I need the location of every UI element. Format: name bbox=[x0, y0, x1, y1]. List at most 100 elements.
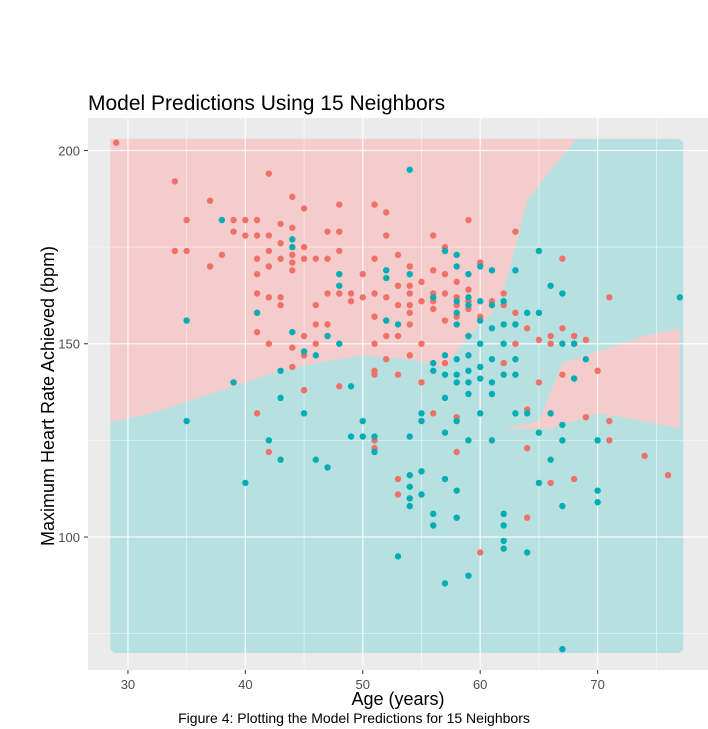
teal-point bbox=[512, 267, 519, 274]
teal-point bbox=[277, 367, 284, 375]
chart-title: Model Predictions Using 15 Neighbors bbox=[88, 92, 445, 115]
red-point bbox=[265, 448, 273, 456]
teal-point bbox=[453, 309, 460, 317]
red-point bbox=[265, 232, 273, 239]
teal-point bbox=[430, 522, 437, 529]
teal-point bbox=[488, 325, 496, 332]
red-point bbox=[324, 321, 331, 328]
teal-point bbox=[453, 251, 460, 259]
teal-point bbox=[500, 522, 507, 529]
red-point bbox=[206, 197, 214, 204]
red-point bbox=[523, 514, 531, 521]
teal-point bbox=[359, 433, 366, 440]
teal-point bbox=[418, 468, 425, 475]
teal-point bbox=[347, 433, 355, 440]
red-point bbox=[547, 479, 554, 487]
red-point bbox=[300, 255, 308, 262]
teal-point bbox=[500, 545, 507, 552]
teal-point bbox=[465, 572, 472, 579]
red-point bbox=[500, 290, 507, 297]
teal-point bbox=[453, 356, 460, 363]
red-point bbox=[594, 367, 601, 375]
teal-point bbox=[465, 270, 472, 278]
teal-point bbox=[570, 340, 578, 347]
red-point bbox=[430, 232, 437, 239]
red-point bbox=[183, 247, 190, 255]
red-point bbox=[606, 294, 613, 301]
red-point bbox=[300, 205, 308, 212]
red-point bbox=[371, 201, 378, 208]
teal-point bbox=[277, 456, 284, 463]
red-point bbox=[359, 270, 366, 278]
teal-point bbox=[430, 294, 437, 301]
red-point bbox=[265, 170, 273, 177]
red-point bbox=[183, 216, 190, 224]
teal-point bbox=[312, 352, 320, 359]
teal-point bbox=[559, 437, 566, 444]
teal-point bbox=[183, 417, 190, 425]
teal-point bbox=[559, 502, 566, 510]
red-point bbox=[512, 228, 519, 235]
teal-point bbox=[289, 243, 296, 251]
red-point bbox=[253, 255, 261, 262]
teal-point bbox=[559, 645, 566, 653]
x-tick-label: 40 bbox=[238, 677, 252, 692]
red-point bbox=[582, 413, 590, 421]
red-point bbox=[371, 290, 378, 297]
teal-point bbox=[476, 363, 484, 371]
teal-point bbox=[465, 437, 472, 444]
red-point bbox=[523, 444, 531, 452]
teal-point bbox=[559, 290, 566, 297]
red-point bbox=[394, 491, 402, 498]
red-point bbox=[476, 549, 484, 556]
teal-point bbox=[476, 298, 484, 305]
red-point bbox=[218, 251, 226, 259]
red-point bbox=[383, 332, 390, 340]
red-point bbox=[383, 356, 390, 363]
red-point bbox=[570, 475, 578, 483]
red-point bbox=[453, 448, 460, 456]
teal-point bbox=[265, 437, 273, 444]
teal-point bbox=[289, 328, 296, 336]
teal-point bbox=[535, 247, 543, 255]
figure-caption: Figure 4: Plotting the Model Predictions… bbox=[178, 710, 530, 726]
red-point bbox=[171, 247, 179, 255]
teal-point bbox=[676, 294, 684, 301]
red-point bbox=[289, 224, 296, 231]
red-point bbox=[547, 340, 554, 347]
teal-point bbox=[418, 417, 425, 425]
red-point bbox=[418, 379, 425, 386]
red-point bbox=[324, 228, 331, 235]
red-point bbox=[312, 321, 320, 328]
teal-point bbox=[500, 510, 507, 518]
red-point bbox=[289, 259, 296, 266]
red-point bbox=[277, 301, 284, 309]
red-point bbox=[171, 178, 179, 185]
red-point bbox=[383, 294, 390, 301]
teal-point bbox=[476, 317, 484, 324]
red-point bbox=[289, 344, 296, 351]
teal-point bbox=[582, 356, 590, 363]
teal-point bbox=[324, 332, 331, 340]
teal-point bbox=[336, 340, 343, 347]
red-point bbox=[300, 386, 308, 394]
prediction-regions bbox=[110, 138, 684, 653]
teal-point bbox=[336, 282, 343, 289]
teal-point bbox=[394, 321, 402, 328]
red-point bbox=[206, 263, 214, 270]
teal-point bbox=[441, 580, 449, 587]
red-point bbox=[253, 270, 261, 278]
teal-point bbox=[465, 367, 472, 375]
red-point bbox=[253, 290, 261, 297]
teal-point bbox=[523, 309, 531, 317]
red-point bbox=[465, 286, 472, 293]
red-point bbox=[277, 294, 284, 301]
teal-point bbox=[441, 429, 449, 436]
red-point bbox=[406, 301, 413, 309]
teal-point bbox=[547, 456, 554, 463]
teal-point bbox=[371, 433, 378, 440]
red-point bbox=[324, 255, 331, 262]
teal-point bbox=[453, 371, 460, 378]
teal-point bbox=[500, 537, 507, 545]
red-point bbox=[312, 301, 320, 309]
